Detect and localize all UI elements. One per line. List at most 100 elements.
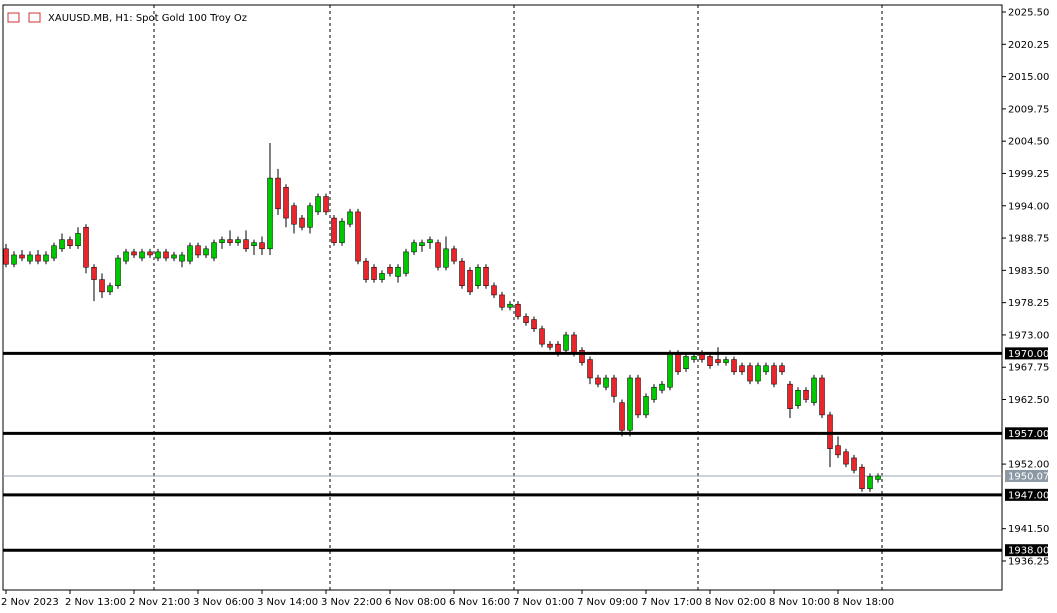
candle-body bbox=[539, 328, 545, 345]
candle-body bbox=[395, 267, 401, 277]
candle-body bbox=[731, 359, 737, 373]
y-tick-label: 1994.00 bbox=[1008, 201, 1049, 212]
candle-body bbox=[83, 227, 89, 268]
candle-body bbox=[739, 365, 745, 373]
candle-body bbox=[435, 242, 441, 268]
candle-body bbox=[595, 377, 601, 385]
candle-body bbox=[843, 451, 849, 465]
level-box bbox=[1005, 544, 1048, 557]
candle-body bbox=[179, 254, 185, 262]
candle-body bbox=[387, 267, 393, 274]
candle-body bbox=[563, 334, 569, 351]
candle-body bbox=[315, 196, 321, 213]
x-tick-label: 6 Nov 08:00 bbox=[385, 597, 446, 608]
candle-body bbox=[771, 365, 777, 385]
candle-body bbox=[587, 359, 593, 379]
candle-body bbox=[475, 267, 481, 286]
candle-body bbox=[859, 466, 865, 489]
candle-body bbox=[715, 359, 721, 363]
candle-body bbox=[195, 245, 201, 256]
candle-body bbox=[803, 390, 809, 400]
candle-body bbox=[347, 211, 353, 225]
candle-body bbox=[291, 205, 297, 225]
level-box bbox=[1005, 347, 1048, 360]
y-tick-label: 1962.50 bbox=[1008, 395, 1049, 406]
candle-body bbox=[147, 251, 153, 256]
candle-body bbox=[779, 365, 785, 373]
candle-body bbox=[363, 260, 369, 280]
candle-body bbox=[707, 356, 713, 366]
candle-body bbox=[187, 245, 193, 262]
candle-body bbox=[235, 239, 241, 243]
candle-body bbox=[99, 279, 105, 293]
candle-body bbox=[659, 383, 665, 391]
x-tick-label: 7 Nov 09:00 bbox=[577, 597, 638, 608]
candle-body bbox=[171, 254, 177, 259]
chart-icon bbox=[28, 12, 41, 23]
candle-body bbox=[371, 267, 377, 280]
candle-body bbox=[691, 356, 697, 360]
x-tick-label: 8 Nov 18:00 bbox=[833, 597, 894, 608]
candle-body bbox=[579, 350, 585, 363]
y-tick-label: 1978.25 bbox=[1008, 298, 1049, 309]
candle-body bbox=[243, 239, 249, 250]
candle-body bbox=[123, 251, 129, 262]
candle-body bbox=[323, 196, 329, 213]
candle-body bbox=[491, 285, 497, 296]
y-tick-label: 1941.50 bbox=[1008, 524, 1049, 535]
candle-body bbox=[331, 217, 337, 243]
y-tick-label: 1973.00 bbox=[1008, 330, 1049, 341]
candle-body bbox=[43, 254, 49, 262]
candle-body bbox=[59, 239, 65, 250]
candle-body bbox=[867, 476, 873, 489]
chart-icon bbox=[7, 12, 20, 23]
level-label: 1957.00 bbox=[1008, 429, 1049, 440]
candle-body bbox=[379, 273, 385, 280]
candle-body bbox=[139, 251, 145, 259]
candle-body bbox=[339, 220, 345, 243]
y-tick-label: 1967.75 bbox=[1008, 363, 1049, 374]
candle-body bbox=[267, 177, 273, 250]
candle-body bbox=[131, 251, 137, 256]
candle-body bbox=[155, 251, 161, 259]
candle-body bbox=[163, 251, 169, 259]
candle-body bbox=[651, 386, 657, 400]
candle-body bbox=[211, 242, 217, 259]
candle-body bbox=[635, 377, 641, 416]
candle-body bbox=[35, 254, 41, 262]
candle-body bbox=[643, 396, 649, 416]
y-tick-label: 2015.00 bbox=[1008, 72, 1049, 83]
candle-body bbox=[227, 239, 233, 243]
x-tick-label: 7 Nov 01:00 bbox=[513, 597, 574, 608]
candle-body bbox=[499, 294, 505, 308]
level-label: 1938.00 bbox=[1008, 546, 1049, 557]
candle-body bbox=[483, 267, 489, 286]
candle-body bbox=[667, 353, 673, 388]
candle-body bbox=[787, 383, 793, 409]
y-tick-label: 2025.50 bbox=[1008, 8, 1049, 19]
candle-body bbox=[763, 365, 769, 373]
current-price-label: 1950.07 bbox=[1008, 471, 1049, 482]
candle-body bbox=[627, 377, 633, 431]
candle-body bbox=[427, 239, 433, 243]
y-tick-label: 2009.75 bbox=[1008, 104, 1049, 115]
candle-body bbox=[531, 319, 537, 330]
candle-body bbox=[419, 242, 425, 246]
x-tick-label: 8 Nov 02:00 bbox=[705, 597, 766, 608]
candle-body bbox=[275, 177, 281, 210]
candle-body bbox=[467, 270, 473, 293]
candle-body bbox=[443, 248, 449, 268]
candle-body bbox=[403, 251, 409, 274]
candle-body bbox=[11, 254, 17, 265]
x-tick-label: 2 Nov 13:00 bbox=[65, 597, 126, 608]
x-tick-label: 2 Nov 21:00 bbox=[129, 597, 190, 608]
level-label: 1947.00 bbox=[1008, 490, 1049, 501]
current-price-box bbox=[1005, 469, 1048, 482]
x-tick-label: 7 Nov 17:00 bbox=[641, 597, 702, 608]
candle-body bbox=[835, 445, 841, 456]
candle-body bbox=[355, 211, 361, 262]
x-tick-label: 8 Nov 10:00 bbox=[769, 597, 830, 608]
candle-body bbox=[115, 257, 121, 286]
candle-body bbox=[683, 356, 689, 370]
